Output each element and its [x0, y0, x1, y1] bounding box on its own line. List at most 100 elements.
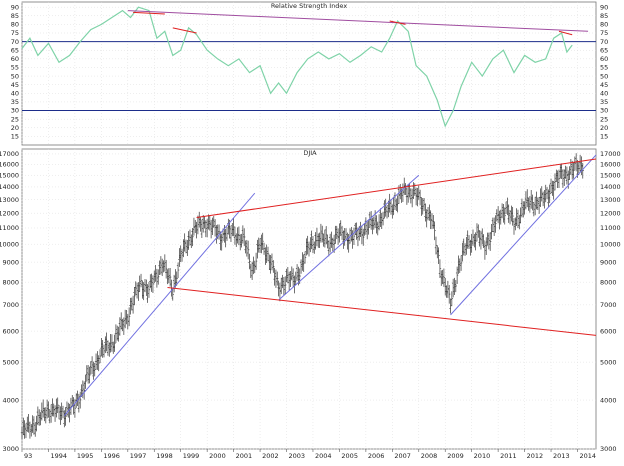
rsi-tick-label-left: 65 [11, 46, 19, 54]
rsi-trendline [127, 10, 589, 32]
price-tick-label-right: 16000 [600, 160, 621, 168]
x-tick-label: 2012 [527, 452, 544, 460]
x-tick-label: 1996 [103, 452, 120, 460]
x-tick-label: 2003 [289, 452, 306, 460]
price-tick-label-left: 4000 [2, 396, 19, 404]
price-y-ticks-right: 3000 4000 5000 6000 7000 8000 9000 10000 11000 12… [600, 150, 621, 453]
rsi-tick-label-left: 45 [11, 81, 19, 89]
price-bar [84, 374, 87, 389]
x-tick-label: 2001 [236, 452, 253, 460]
rsi-tick-label-right: 40 [600, 90, 608, 98]
rsi-tick-label-left: 70 [11, 38, 19, 46]
x-tick-label: 1998 [156, 452, 173, 460]
price-tick-label-right: 11000 [600, 224, 621, 232]
price-bar [151, 275, 155, 294]
price-bar [176, 262, 180, 279]
price-tick-label-right: 17000 [600, 150, 621, 158]
price-tick-label-left: 11000 [0, 224, 19, 232]
price-bar [437, 247, 440, 265]
x-tick-label: 1995 [77, 452, 94, 460]
price-bar [82, 381, 86, 400]
price-tick-label-left: 6000 [2, 327, 19, 335]
rsi-tick-label-right: 60 [600, 55, 608, 63]
x-tick-label: 2002 [262, 452, 279, 460]
price-bar [488, 232, 492, 251]
rsi-tick-label-left: 80 [11, 21, 19, 29]
price-bar [352, 227, 356, 246]
price-bar [482, 234, 485, 249]
price-tick-label-left: 14000 [0, 183, 19, 191]
rsi-line [21, 6, 573, 128]
x-tick-label: 2009 [447, 452, 464, 460]
price-tick-label-right: 6000 [600, 327, 617, 335]
price-tick-label-right: 15000 [600, 171, 621, 179]
x-tick-label: 2013 [553, 452, 570, 460]
price-bar [447, 285, 451, 304]
rsi-plot-frame [21, 1, 597, 146]
rsi-tick-label-right: 15 [600, 133, 608, 141]
rsi-tick-label-left: 75 [11, 29, 19, 37]
rsi-trendline-layer [127, 10, 589, 36]
rsi-tick-label-left: 15 [11, 133, 19, 141]
price-tick-label-left: 9000 [2, 258, 19, 266]
price-bar [511, 206, 514, 226]
rsi-trendline [133, 11, 165, 15]
price-bar [47, 401, 50, 418]
price-tick-label-right: 7000 [600, 301, 617, 309]
rsi-tick-label-right: 55 [600, 64, 608, 72]
price-trendline-layer [63, 154, 597, 416]
price-tick-label-right: 3000 [600, 445, 617, 453]
x-tick-label: 2005 [341, 452, 358, 460]
price-trendline [196, 158, 597, 218]
price-tick-label-right: 13000 [600, 196, 621, 204]
price-bars-layer [20, 153, 584, 439]
rsi-tick-label-right: 80 [600, 21, 608, 29]
rsi-tick-label-right: 30 [600, 107, 608, 115]
price-bar [557, 169, 561, 188]
price-bar [572, 162, 575, 179]
x-tick-label: 2007 [394, 452, 411, 460]
price-plot-frame [21, 148, 597, 450]
price-tick-label-right: 10000 [600, 240, 621, 248]
price-bar [581, 162, 584, 179]
x-axis-ticks: 93 1994 1995 1996 1997 1998 1999 2000 2001 2002 20… [21, 449, 596, 460]
rsi-panel: Relative Strength Index 1520253035404550… [11, 1, 608, 146]
rsi-tick-label-right: 75 [600, 29, 608, 37]
price-trendline [63, 192, 256, 416]
price-bar [88, 367, 91, 384]
rsi-tick-label-right: 25 [600, 115, 608, 123]
x-tick-label: 2011 [500, 452, 517, 460]
price-tick-label-right: 5000 [600, 358, 617, 366]
price-grid [21, 149, 596, 450]
price-bar [113, 334, 116, 352]
price-title: DJIA [303, 149, 317, 157]
x-tick-label: 1997 [130, 452, 147, 460]
price-bar [433, 221, 436, 241]
price-bar [242, 228, 246, 247]
price-bar [147, 282, 151, 298]
price-bar [127, 307, 131, 327]
price-bar [246, 240, 250, 260]
price-bar [164, 259, 168, 279]
price-tick-label-left: 13000 [0, 196, 19, 204]
price-bar [157, 269, 160, 285]
rsi-tick-label-right: 70 [600, 38, 608, 46]
price-tick-label-left: 12000 [0, 209, 19, 217]
rsi-tick-label-right: 65 [600, 46, 608, 54]
rsi-tick-label-left: 25 [11, 115, 19, 123]
price-bar [455, 266, 459, 285]
price-bar [276, 271, 279, 286]
price-bar [133, 287, 136, 306]
price-trendline [450, 154, 597, 316]
price-bar [459, 255, 463, 271]
x-tick-label: 2010 [474, 452, 491, 460]
price-tick-label-right: 9000 [600, 258, 617, 266]
rsi-tick-label-left: 30 [11, 107, 19, 115]
rsi-tick-label-right: 20 [600, 124, 608, 132]
price-bar [168, 268, 172, 287]
price-bar [442, 268, 446, 287]
price-tick-label-left: 8000 [2, 278, 19, 286]
rsi-trendline [172, 27, 197, 34]
